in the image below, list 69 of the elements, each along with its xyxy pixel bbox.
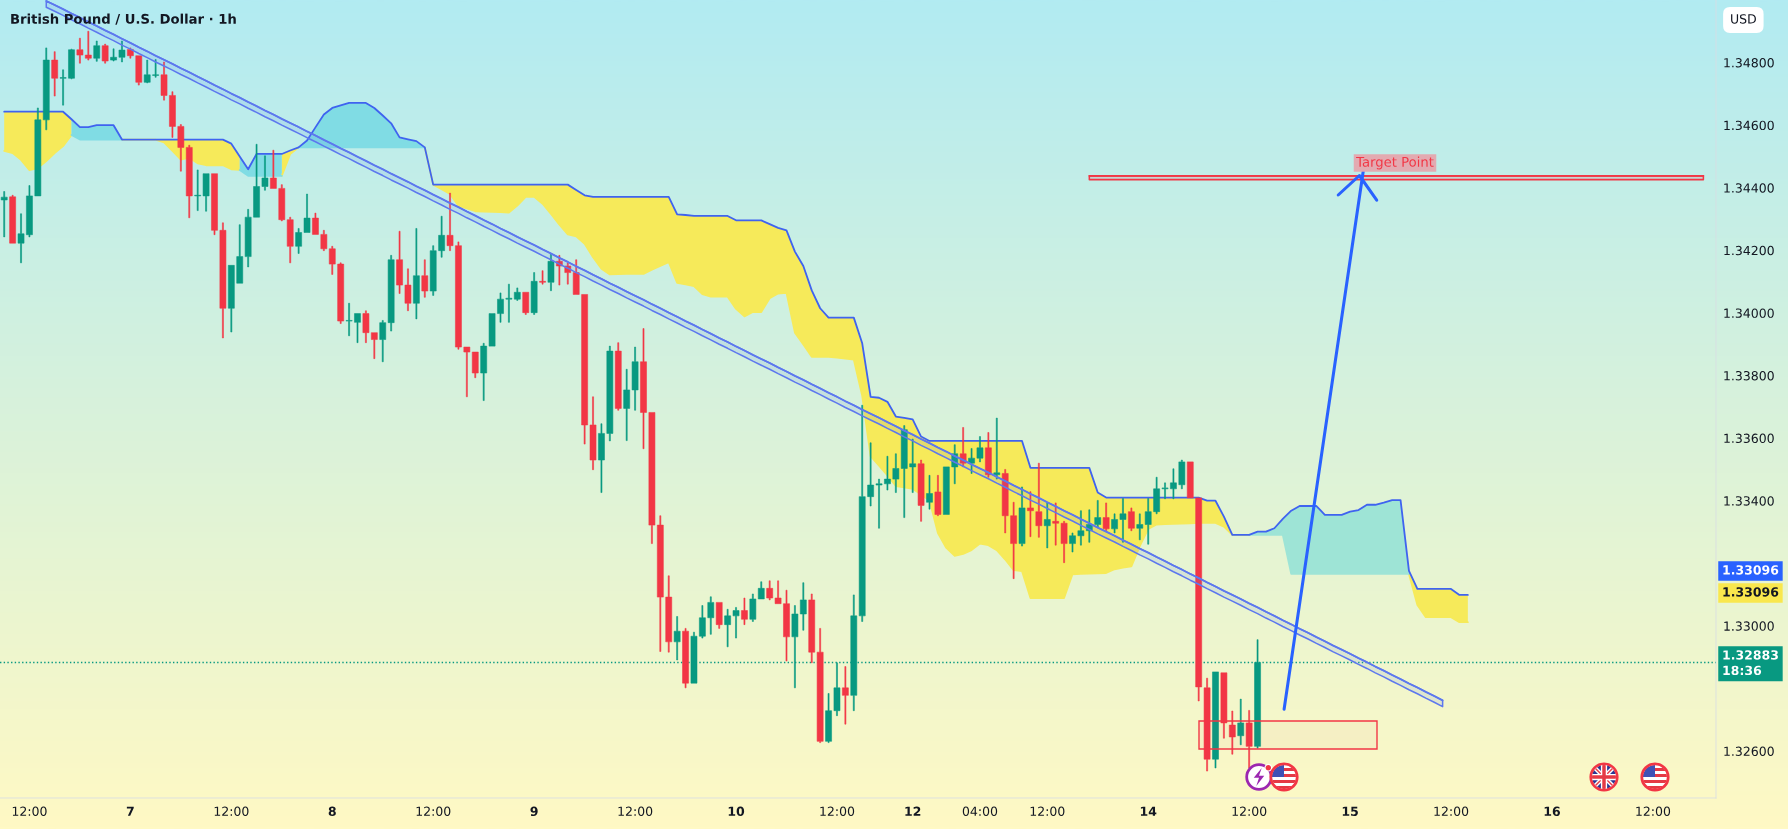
- y-tick-label: 1.32600: [1724, 746, 1774, 756]
- candlestick: [1229, 710, 1236, 755]
- candlestick: [1035, 462, 1043, 538]
- x-tick-label: 12:00: [12, 806, 47, 817]
- candlestick: [993, 417, 1001, 480]
- x-tick-label: 8: [328, 806, 336, 817]
- x-tick-label: 12:00: [1636, 806, 1671, 817]
- candlestick: [926, 475, 933, 510]
- x-tick-label: 12:00: [214, 806, 249, 817]
- candlestick: [715, 602, 723, 629]
- x-tick-label: 14: [1140, 806, 1157, 816]
- candlestick: [682, 628, 689, 689]
- candlestick: [101, 43, 109, 64]
- text: British Pound / U.S. Dollar · 1h: [11, 13, 236, 25]
- candlestick: [1220, 672, 1228, 739]
- candlestick: [1018, 486, 1026, 547]
- candlestick: [741, 597, 748, 625]
- candlestick: [1043, 502, 1051, 549]
- x-tick-label: 12: [905, 806, 921, 816]
- candlestick: [547, 253, 555, 291]
- candlestick: [1212, 671, 1219, 769]
- x-tick-label: 04:00: [962, 806, 998, 817]
- candlestick: [985, 432, 992, 478]
- candlestick: [1245, 710, 1253, 769]
- y-tick-label: 1.34200: [1724, 245, 1774, 256]
- candlestick: [934, 475, 942, 517]
- ref-line-label: 1.32883 18:36: [1723, 650, 1778, 676]
- candlestick: [530, 272, 538, 315]
- x-tick-label: 12:00: [416, 806, 451, 817]
- candlestick: [1136, 513, 1144, 541]
- candlestick: [421, 259, 429, 298]
- y-tick-label: 1.33800: [1724, 371, 1774, 381]
- y-tick-label: 1.33000: [1724, 621, 1774, 631]
- text: 1.33096: [1723, 565, 1779, 575]
- candlestick: [1102, 502, 1110, 532]
- x-tick-label: 12:00: [1030, 806, 1065, 817]
- annotation: Target Point: [1356, 156, 1434, 170]
- y-tick-label: 1.33600: [1724, 433, 1774, 444]
- y-axis-title: USD: [1731, 14, 1756, 24]
- candlestick: [539, 270, 546, 285]
- candlestick: [614, 342, 622, 411]
- candlestick: [93, 40, 101, 62]
- candlestick: [9, 195, 16, 244]
- candlestick: [413, 228, 420, 320]
- candlestick: [1094, 500, 1102, 528]
- x-tick-label: 7: [126, 806, 134, 816]
- text: 1.33096: [1723, 587, 1779, 597]
- candlestick: [522, 292, 530, 315]
- y-tick-label: 1.34400: [1724, 183, 1774, 193]
- x-tick-label: 15: [1342, 806, 1358, 817]
- candlestick: [917, 459, 925, 522]
- candlestick: [51, 51, 58, 97]
- y-tick-label: 1.34800: [1724, 58, 1774, 68]
- x-tick-label: 16: [1544, 806, 1560, 817]
- candlestick: [0, 191, 8, 238]
- y-tick-label: 1.34600: [1724, 120, 1774, 131]
- x-tick-label: 12:00: [1232, 806, 1267, 817]
- candlestick: [1237, 698, 1245, 746]
- candlestick: [842, 666, 849, 725]
- x-tick-label: 12:00: [618, 806, 653, 817]
- x-tick-label: 9: [530, 806, 538, 817]
- candlestick: [1128, 507, 1135, 532]
- y-tick-label: 1.33400: [1724, 496, 1774, 506]
- candlestick: [286, 216, 294, 264]
- x-tick-label: 12:00: [1434, 806, 1469, 817]
- y-tick-label: 1.34000: [1724, 308, 1774, 318]
- x-tick-label: 10: [728, 806, 745, 817]
- candlestick: [1027, 491, 1034, 537]
- x-tick-label: 12:00: [820, 806, 855, 817]
